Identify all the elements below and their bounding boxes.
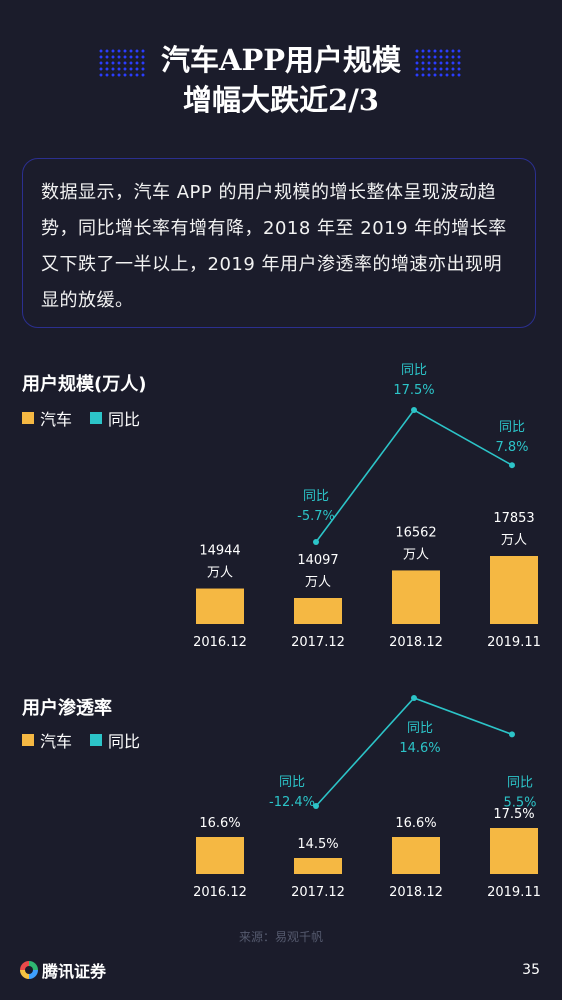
legend-label-car: 汽车: [40, 410, 73, 429]
bar-value-label-2018.12: 16.6%: [395, 816, 436, 831]
legend-item-car: 汽车: [22, 406, 72, 430]
chart1-title: 用户规模(万人): [22, 374, 147, 395]
legend-label-yoy: 同比: [108, 410, 141, 429]
title-line-2: 增幅大跌近2/3: [183, 83, 379, 117]
legend-item-car: 汽车: [22, 728, 72, 752]
chart2-penetration-rate: 16.6% 2016.12 14.5% 2017.12 16.6% 2018.12 17.5…: [193, 695, 541, 900]
title-line-1: 汽车APP用户规模: [160, 43, 402, 77]
legend-item-yoy: 同比: [90, 728, 140, 752]
yoy-value-label-2019.11: 7.8%: [495, 440, 528, 455]
tencent-logo-icon: [20, 961, 38, 979]
bar-value-label-2018.12: 16562: [395, 525, 436, 540]
page-number: 35: [522, 962, 540, 978]
x-tick-label-2018.12: 2018.12: [389, 635, 443, 650]
x-tick-label-2016.12: 2016.12: [193, 885, 247, 900]
intro-text: 数据显示，汽车 APP 的用户规模的增长整体呈现波动趋势，同比增长率有增有降，2…: [41, 182, 507, 311]
yoy-point-2017.12: [313, 803, 319, 809]
legend-label-car: 汽车: [40, 732, 73, 751]
yoy-line: [315, 408, 513, 543]
bar-2017.12: [294, 598, 342, 624]
yoy-value-label-2019.11: 5.5%: [503, 795, 536, 810]
bar-value-label-2019.11: 17853: [493, 511, 534, 526]
legend-label-yoy: 同比: [108, 732, 141, 751]
yoy-value-label-2018.12: 14.6%: [399, 741, 440, 756]
legend-swatch-yoy: [90, 412, 103, 424]
yoy-prefix-label-2018.12: 同比: [401, 363, 427, 378]
bar-2017.12: [294, 858, 342, 874]
yoy-prefix-label-2019.11: 同比: [507, 775, 533, 790]
bar-2018.12: [392, 837, 440, 874]
x-tick-label-2019.11: 2019.11: [487, 885, 541, 900]
legend-item-yoy: 同比: [90, 406, 140, 430]
bar-value-label-2017.12: 14.5%: [297, 837, 338, 852]
page-title: 汽车APP用户规模 增幅大跌近2/3: [0, 40, 562, 120]
x-tick-label-2019.11: 2019.11: [487, 635, 541, 650]
yoy-point-2018.12: [411, 695, 417, 701]
yoy-point-2018.12: [411, 407, 417, 413]
x-tick-label-2017.12: 2017.12: [291, 885, 345, 900]
bar-2016.12: [196, 588, 244, 624]
yoy-prefix-label-2017.12: 同比: [279, 775, 305, 790]
yoy-point-2017.12: [313, 539, 319, 545]
bar-value-label-2016.12: 14944: [199, 544, 240, 559]
bar-2019.11: [490, 556, 538, 624]
chart1-legend: 汽车 同比: [22, 406, 158, 430]
yoy-prefix-label-2018.12: 同比: [407, 721, 433, 736]
chart2-title: 用户渗透率: [22, 698, 112, 719]
legend-swatch-yoy: [90, 734, 103, 746]
brand-logo-text: 腾讯证券: [42, 962, 107, 981]
bar-2018.12: [392, 570, 440, 624]
legend-swatch-car: [22, 734, 34, 746]
yoy-value-label-2018.12: 17.5%: [393, 383, 434, 398]
bar-unit-label-2016.12: 万人: [207, 566, 233, 581]
bar-2016.12: [196, 837, 244, 874]
x-tick-label-2017.12: 2017.12: [291, 635, 345, 650]
yoy-value-label-2017.12: -12.4%: [269, 795, 315, 810]
yoy-prefix-label-2017.12: 同比: [303, 489, 329, 504]
chart2-legend: 汽车 同比: [22, 728, 158, 752]
dot-pattern-left-decoration: [98, 48, 146, 78]
source-note: 来源：易观千帆: [238, 930, 323, 944]
bar-unit-label-2017.12: 万人: [305, 575, 331, 590]
legend-swatch-car: [22, 412, 34, 424]
x-tick-label-2016.12: 2016.12: [193, 635, 247, 650]
yoy-prefix-label-2019.11: 同比: [499, 420, 525, 435]
yoy-value-label-2017.12: -5.7%: [297, 509, 335, 524]
chart1-user-scale: 14944 万人 2016.12 14097 万人 2017.12 16562 万人 2018.…: [193, 363, 541, 650]
bar-unit-label-2019.11: 万人: [501, 533, 527, 548]
x-tick-label-2018.12: 2018.12: [389, 885, 443, 900]
bar-value-label-2016.12: 16.6%: [199, 816, 240, 831]
bar-2019.11: [490, 828, 538, 874]
bar-unit-label-2018.12: 万人: [403, 547, 429, 562]
yoy-point-2019.11: [509, 462, 515, 469]
bar-value-label-2019.11: 17.5%: [493, 807, 534, 822]
yoy-point-2019.11: [509, 731, 515, 738]
brand-logo: 腾讯证券: [20, 958, 106, 982]
dot-pattern-right-decoration: [414, 48, 462, 78]
bar-value-label-2017.12: 14097: [297, 553, 338, 568]
intro-box: 数据显示，汽车 APP 的用户规模的增长整体呈现波动趋势，同比增长率有增有降，2…: [22, 158, 536, 328]
